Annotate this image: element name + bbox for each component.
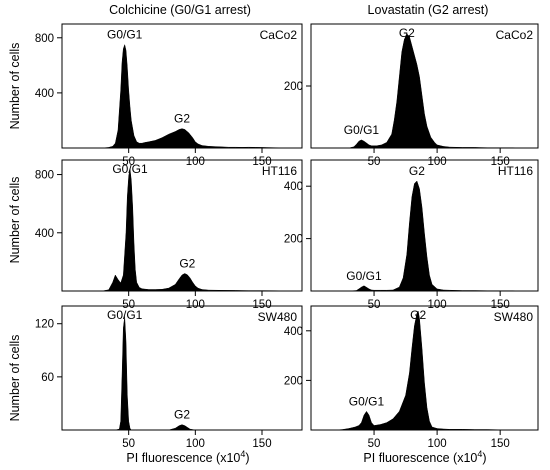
panel-colchicine-sw480: 50 100 150 60 120 SW480 G0/G1 G2 [35, 305, 303, 450]
x-tick-label: 100 [186, 299, 205, 311]
y-tick-label: 200 [284, 81, 303, 93]
panel-lovastatin-sw480: 50 100 150 200 400 SW480 G0/G1 G2 [284, 305, 539, 450]
panel-frame [61, 23, 303, 149]
panel-frame [61, 305, 303, 431]
x-tick-label: 50 [122, 299, 135, 311]
histogram-area [323, 310, 538, 431]
x-tick-label: 50 [368, 299, 381, 311]
peak-annotation: G0/G1 [349, 394, 385, 408]
peak-annotation: G2 [410, 308, 426, 322]
cell-line-label: SW480 [258, 310, 298, 324]
cell-line-label: HT116 [498, 164, 533, 178]
column-title-colchicine: Colchicine (G0/G1 arrest) [109, 3, 251, 17]
x-tick-label: 150 [491, 299, 510, 311]
y-axis-label-row-2: Number of cells [8, 177, 22, 264]
x-tick-label: 50 [122, 438, 135, 450]
panel-colchicine-ht116: 50 100 150 400 800 HT116 G0/G1 G2 [35, 159, 303, 311]
panel-frame [310, 305, 539, 431]
y-tick-label: 120 [35, 319, 54, 331]
peak-annotation: G2 [409, 164, 425, 178]
y-tick-label: 400 [35, 228, 54, 240]
x-tick-label: 150 [252, 156, 271, 168]
x-tick-label: 150 [491, 438, 510, 450]
histogram-area [323, 33, 538, 149]
peak-annotation: G2 [174, 408, 190, 422]
y-tick-label: 800 [35, 170, 54, 182]
y-tick-label: 200 [284, 375, 303, 387]
y-tick-label: 400 [284, 181, 303, 193]
histogram-area [75, 168, 303, 292]
x-tick-label: 100 [428, 156, 447, 168]
peak-annotation: G2 [179, 257, 195, 271]
cell-line-label: SW480 [494, 310, 534, 324]
column-title-lovastatin: Lovastatin (G2 arrest) [368, 3, 489, 17]
x-tick-label: 100 [186, 156, 205, 168]
x-tick-label: 150 [252, 299, 271, 311]
histogram-area [75, 43, 303, 149]
peak-annotation: G0/G1 [344, 123, 380, 137]
cell-line-label: HT116 [262, 164, 297, 178]
peak-annotation: G2 [399, 26, 415, 40]
x-tick-label: 100 [186, 438, 205, 450]
x-tick-label: 100 [428, 438, 447, 450]
y-tick-label: 800 [35, 33, 54, 45]
peak-annotation: G0/G1 [107, 28, 143, 42]
x-axis-label-left: PI fluorescence (x104) [126, 449, 249, 465]
y-axis-label-row-3: Number of cells [8, 335, 22, 422]
cell-line-label: CaCo2 [260, 28, 298, 42]
peak-annotation: G0/G1 [112, 162, 148, 176]
panel-grid: 50 100 150 400 800 CaCo2 G0/G1 G2 50 100 150 200 CaC… [35, 23, 539, 450]
y-axis-label-row-1: Number of cells [8, 43, 22, 130]
panel-frame [310, 159, 539, 292]
panel-colchicine-caco2: 50 100 150 400 800 CaCo2 G0/G1 G2 [35, 23, 303, 168]
panel-frame [61, 159, 303, 292]
y-tick-label: 200 [284, 234, 303, 246]
cell-line-label: CaCo2 [496, 28, 534, 42]
x-tick-label: 150 [252, 438, 271, 450]
y-tick-label: 60 [41, 372, 54, 384]
x-tick-label: 100 [428, 299, 447, 311]
x-tick-label: 50 [368, 156, 381, 168]
peak-annotation: G0/G1 [107, 308, 143, 322]
y-tick-label: 400 [284, 326, 303, 338]
peak-annotation: G0/G1 [346, 269, 382, 283]
peak-annotation: G2 [174, 112, 190, 126]
panel-lovastatin-caco2: 50 100 150 200 CaCo2 G0/G1 G2 [284, 23, 539, 168]
x-tick-label: 150 [491, 156, 510, 168]
x-tick-label: 50 [368, 438, 381, 450]
x-axis-label-right: PI fluorescence (x104) [363, 449, 486, 465]
y-tick-label: 400 [35, 88, 54, 100]
panel-lovastatin-ht116: 50 100 150 200 400 HT116 G0/G1 G2 [284, 159, 539, 311]
x-tick-label: 50 [122, 156, 135, 168]
